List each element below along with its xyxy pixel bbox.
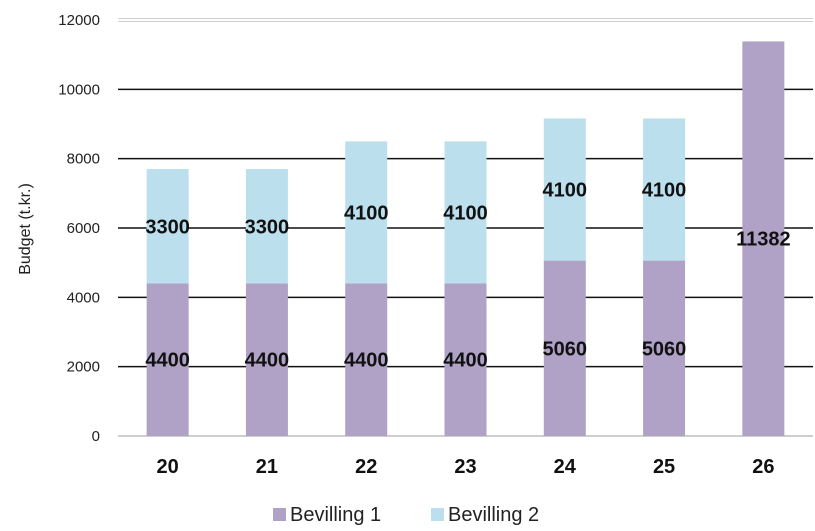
y-axis-title: Budget (t.kr.) bbox=[17, 183, 34, 275]
bar-bevilling-2-24 bbox=[543, 118, 586, 261]
x-axis-ticks: 20 21 22 23 24 25 26 bbox=[157, 456, 775, 478]
bar-bevilling-1-25 bbox=[643, 260, 686, 436]
legend-swatch bbox=[273, 508, 286, 521]
bars bbox=[146, 41, 785, 436]
data-label: 11382 bbox=[736, 229, 791, 251]
data-label: 5060 bbox=[642, 338, 687, 360]
x-tick-label: 25 bbox=[653, 456, 675, 478]
x-tick-label: 21 bbox=[256, 456, 278, 478]
bar-bevilling-2-21 bbox=[245, 169, 288, 284]
y-tick-label: 10000 bbox=[58, 81, 100, 98]
bar-bevilling-2-25 bbox=[643, 118, 686, 261]
bar-bevilling-1-22 bbox=[345, 283, 388, 436]
y-axis-ticks: 0 2000 4000 6000 8000 10000 12000 bbox=[58, 12, 100, 445]
bar-bevilling-2-23 bbox=[444, 141, 487, 284]
data-label: 5060 bbox=[543, 338, 588, 360]
legend-label: Bevilling 1 bbox=[290, 504, 381, 526]
y-tick-label: 0 bbox=[92, 428, 100, 445]
y-tick-label: 2000 bbox=[67, 359, 100, 376]
data-label: 3300 bbox=[245, 216, 290, 238]
bar-bevilling-1-26 bbox=[742, 41, 785, 436]
y-tick-label: 8000 bbox=[67, 151, 100, 168]
data-label: 4400 bbox=[145, 350, 190, 372]
x-tick-label: 22 bbox=[355, 456, 377, 478]
x-tick-label: 20 bbox=[157, 456, 179, 478]
bar-bevilling-1-20 bbox=[146, 283, 189, 436]
legend-swatch bbox=[431, 508, 444, 521]
legend: Bevilling 1 Bevilling 2 bbox=[273, 504, 539, 526]
bar-bevilling-1-21 bbox=[245, 283, 288, 436]
bar-bevilling-2-22 bbox=[345, 141, 388, 284]
x-tick-label: 26 bbox=[752, 456, 774, 478]
data-label: 4100 bbox=[642, 180, 687, 202]
data-label: 4400 bbox=[344, 350, 389, 372]
data-label: 4400 bbox=[443, 350, 488, 372]
data-label: 4100 bbox=[443, 202, 488, 224]
y-tick-label: 4000 bbox=[67, 289, 100, 306]
legend-label: Bevilling 2 bbox=[448, 504, 539, 526]
y-tick-label: 12000 bbox=[58, 12, 100, 29]
bar-bevilling-1-24 bbox=[543, 260, 586, 436]
y-tick-label: 6000 bbox=[67, 220, 100, 237]
x-tick-label: 24 bbox=[554, 456, 577, 478]
data-label: 4100 bbox=[344, 202, 389, 224]
data-label: 4400 bbox=[245, 350, 290, 372]
x-tick-label: 23 bbox=[454, 456, 476, 478]
data-labels: 4400 3300 4400 3300 4400 4100 4400 4100 5060 4100… bbox=[145, 180, 790, 372]
data-label: 3300 bbox=[145, 216, 190, 238]
bar-bevilling-2-20 bbox=[146, 169, 189, 284]
data-label: 4100 bbox=[543, 180, 588, 202]
bar-bevilling-1-23 bbox=[444, 283, 487, 436]
